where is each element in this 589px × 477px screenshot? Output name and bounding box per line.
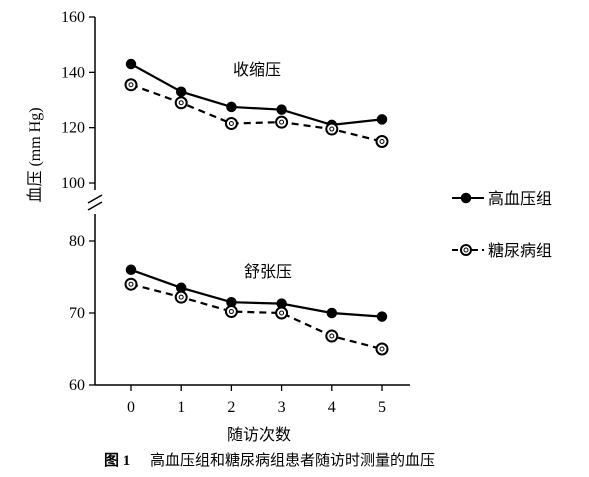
y-tick-label: 160 xyxy=(61,9,85,26)
caption-text: 高血压组和糖尿病组患者随访时测量的血压 xyxy=(150,452,435,469)
series-line-hypertension xyxy=(130,63,383,127)
x-tick-label: 5 xyxy=(378,399,386,416)
data-point-hypertension xyxy=(326,307,338,319)
figure-caption: 图 1 高血压组和糖尿病组患者随访时测量的血压 xyxy=(104,452,435,469)
x-tick-label: 4 xyxy=(328,399,336,416)
x-tick-label: 0 xyxy=(127,399,135,416)
y-tick-label: 120 xyxy=(61,120,85,137)
series-line-hypertension xyxy=(130,268,383,318)
x-tick-label: 3 xyxy=(278,399,286,416)
panel-label-diastolic: 舒张压 xyxy=(244,263,292,281)
tick-layer: 100 120 140 160 60 70 80 0 1 2 3 4 5 xyxy=(61,9,386,416)
x-tick-label: 1 xyxy=(177,399,185,416)
data-point-diabetes-inner xyxy=(228,309,234,315)
legend: 高血压组 糖尿病组 xyxy=(452,190,552,260)
legend-item-hypertension: 高血压组 xyxy=(452,190,552,208)
data-point-hypertension xyxy=(125,58,137,70)
x-tick-label: 2 xyxy=(227,399,235,416)
data-point-diabetes-inner xyxy=(379,346,385,352)
axis-break-mark xyxy=(87,201,103,211)
y-tick-label: 80 xyxy=(69,233,85,250)
data-point-diabetes-inner xyxy=(279,310,285,316)
data-point-diabetes-inner xyxy=(128,82,134,88)
series-line-diabetes xyxy=(130,283,383,351)
panel-label-systolic: 收缩压 xyxy=(233,61,281,79)
data-point-diabetes-inner xyxy=(228,121,234,127)
x-axis-title: 随访次数 xyxy=(227,426,291,444)
data-point-diabetes-inner xyxy=(329,333,335,339)
series-layer xyxy=(124,58,389,356)
y-tick-label: 140 xyxy=(61,64,85,81)
caption-number: 图 1 xyxy=(104,452,130,469)
y-tick-label: 60 xyxy=(69,377,85,394)
axes-layer xyxy=(87,17,410,386)
series-line-diabetes xyxy=(130,83,383,143)
data-point-diabetes-inner xyxy=(178,294,184,300)
y-axis-title: 血压 (mm Hg) xyxy=(26,107,44,202)
y-tick-label: 70 xyxy=(69,305,85,322)
data-point-hypertension xyxy=(276,104,287,115)
legend-label: 高血压组 xyxy=(488,190,552,208)
data-point-hypertension xyxy=(376,114,388,125)
data-point-diabetes-inner xyxy=(379,139,385,144)
data-point-hypertension xyxy=(226,101,237,113)
axis-break-mark xyxy=(87,194,103,204)
legend-marker-open-inner xyxy=(463,247,469,253)
data-point-hypertension xyxy=(376,311,388,322)
data-point-diabetes-inner xyxy=(178,100,184,106)
data-point-diabetes-inner xyxy=(279,119,285,125)
data-point-hypertension xyxy=(175,86,187,97)
data-point-diabetes-inner xyxy=(128,281,134,287)
data-point-diabetes-inner xyxy=(329,126,335,132)
legend-marker-filled xyxy=(460,192,472,204)
legend-label: 糖尿病组 xyxy=(488,242,552,260)
legend-item-diabetes: 糖尿病组 xyxy=(452,242,552,260)
y-tick-label: 100 xyxy=(61,175,85,192)
data-point-hypertension xyxy=(125,264,137,276)
